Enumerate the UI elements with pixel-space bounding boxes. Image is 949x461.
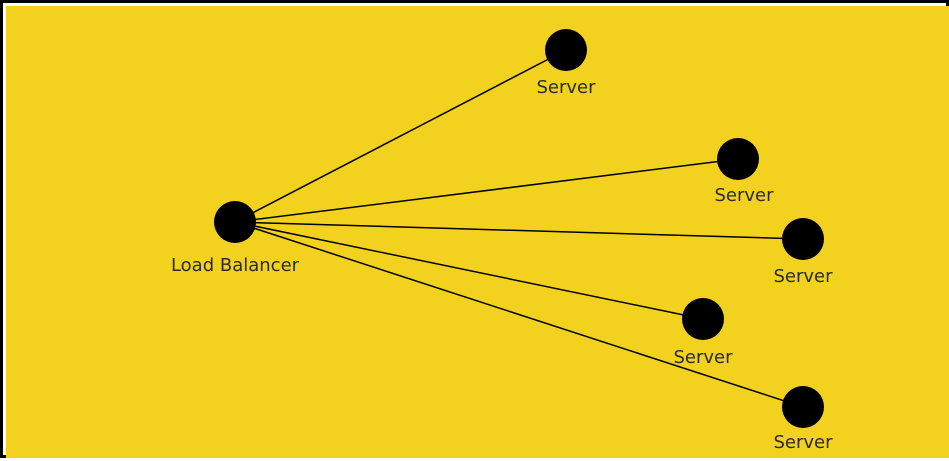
edge-load-balancer-to-server-2 xyxy=(234,158,739,223)
server-label-1: Server xyxy=(536,77,596,98)
server-node-4 xyxy=(682,298,724,340)
nodes xyxy=(214,29,824,428)
server-node-5 xyxy=(782,386,824,428)
server-label-3: Server xyxy=(773,266,833,287)
server-label-4: Server xyxy=(673,347,733,368)
node-labels: Load Balancer Server Server Server Serve… xyxy=(171,77,833,453)
edge-load-balancer-to-server-1 xyxy=(234,49,567,223)
load-balancer-diagram: Load Balancer Server Server Server Serve… xyxy=(6,6,949,458)
edge-load-balancer-to-server-3 xyxy=(234,221,804,240)
edge-load-balancer-to-server-5 xyxy=(234,221,804,408)
load-balancer-label: Load Balancer xyxy=(171,255,300,276)
connection-lines xyxy=(234,49,804,408)
server-node-1 xyxy=(545,29,587,71)
server-node-3 xyxy=(782,218,824,260)
load-balancer-node xyxy=(214,201,256,243)
server-node-2 xyxy=(717,138,759,180)
server-label-2: Server xyxy=(714,185,774,206)
edge-load-balancer-to-server-4 xyxy=(234,221,704,320)
server-label-5: Server xyxy=(773,432,833,453)
